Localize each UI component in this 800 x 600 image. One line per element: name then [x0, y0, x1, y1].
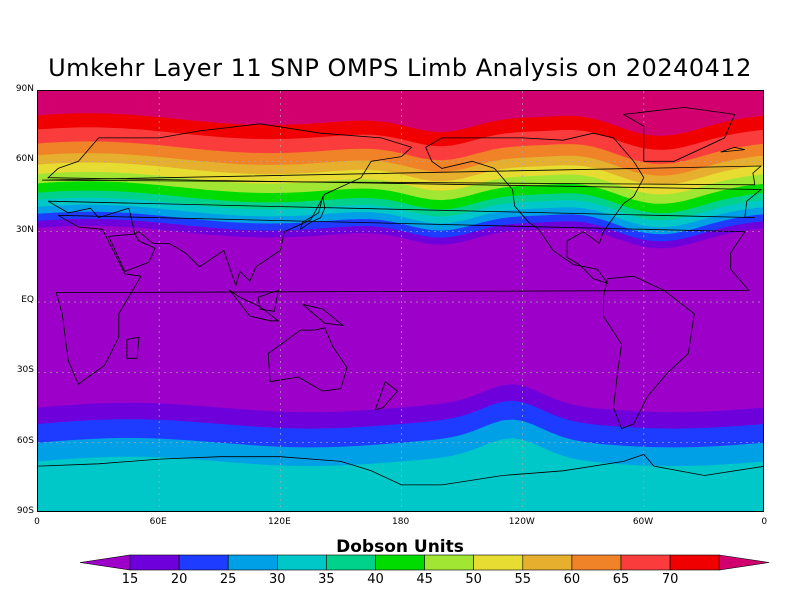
longitude-label: 180 — [392, 517, 410, 527]
longitude-label: 60W — [632, 517, 654, 527]
colorbar-level-label: 15 — [121, 572, 139, 587]
latitude-label: 90S — [16, 505, 34, 516]
latitude-label: 60S — [16, 435, 34, 446]
coastline — [622, 106, 736, 162]
colorbar-left-arrow — [79, 554, 131, 571]
longitude-label: 120E — [267, 517, 291, 527]
latitude-label: 30S — [16, 365, 34, 376]
latitude-label: 90N — [15, 84, 34, 94]
colorbar-level-label: 50 — [465, 572, 482, 587]
colorbar-right-arrow — [718, 554, 770, 571]
coastline — [41, 165, 763, 186]
coastline — [55, 214, 750, 385]
coastline — [257, 289, 279, 312]
coastline — [425, 132, 645, 284]
colorbar-level-label: 45 — [416, 572, 433, 587]
latitude-label: 30N — [15, 224, 34, 235]
coastline — [374, 381, 399, 411]
coastline — [229, 289, 280, 322]
colorbar-level-label: 60 — [563, 572, 581, 587]
longitude-label: 120W — [508, 517, 535, 527]
colorbar-swatch — [669, 554, 720, 571]
coastline — [267, 327, 348, 392]
longitude-label: 60E — [149, 517, 167, 527]
colorbar-level-label: 30 — [269, 572, 286, 587]
colorbar-swatch — [424, 554, 475, 571]
colorbar-level-label: 70 — [661, 572, 679, 587]
coastline — [603, 275, 695, 430]
south-band — [38, 438, 763, 511]
colorbar — [79, 554, 770, 571]
colorbar-swatch — [522, 554, 573, 571]
coastline — [126, 336, 140, 359]
graticule — [38, 91, 763, 511]
colorbar-swatch — [375, 554, 425, 571]
colorbar-swatch — [473, 554, 524, 571]
latitude-label: EQ — [21, 294, 34, 305]
colorbar-swatch — [620, 554, 671, 571]
colorbar-level-label: 55 — [514, 572, 532, 587]
colorbar-level-label: 20 — [170, 572, 188, 587]
coastline — [108, 233, 156, 273]
map-title: Umkehr Layer 11 SNP OMPS Limb Analysis o… — [48, 54, 752, 82]
colorbar-swatch — [129, 554, 180, 571]
colorbar-level-label: 25 — [219, 572, 237, 587]
map-area — [37, 90, 764, 512]
coastline — [38, 453, 763, 486]
colorbar-swatch — [571, 554, 622, 571]
coastline — [720, 146, 745, 153]
coastlines — [38, 106, 763, 486]
coastline — [47, 123, 763, 287]
colorbar-level-label: 65 — [612, 572, 630, 587]
longitude-label: 0 — [34, 517, 40, 527]
colorbar-swatch — [227, 554, 278, 571]
coastline — [300, 196, 326, 230]
ozone-map — [38, 91, 763, 511]
longitude-label: 0 — [761, 517, 768, 527]
colorbar-swatch — [178, 554, 229, 571]
coastline — [302, 303, 345, 326]
colorbar-swatch — [276, 554, 327, 571]
colorbar-level-label: 40 — [367, 572, 384, 587]
latitude-label: 60N — [15, 154, 34, 165]
colorbar-swatch — [326, 554, 376, 571]
colorbar-level-label: 35 — [318, 572, 335, 587]
colorbar-title: Dobson Units — [336, 537, 464, 557]
north-band — [38, 91, 763, 136]
